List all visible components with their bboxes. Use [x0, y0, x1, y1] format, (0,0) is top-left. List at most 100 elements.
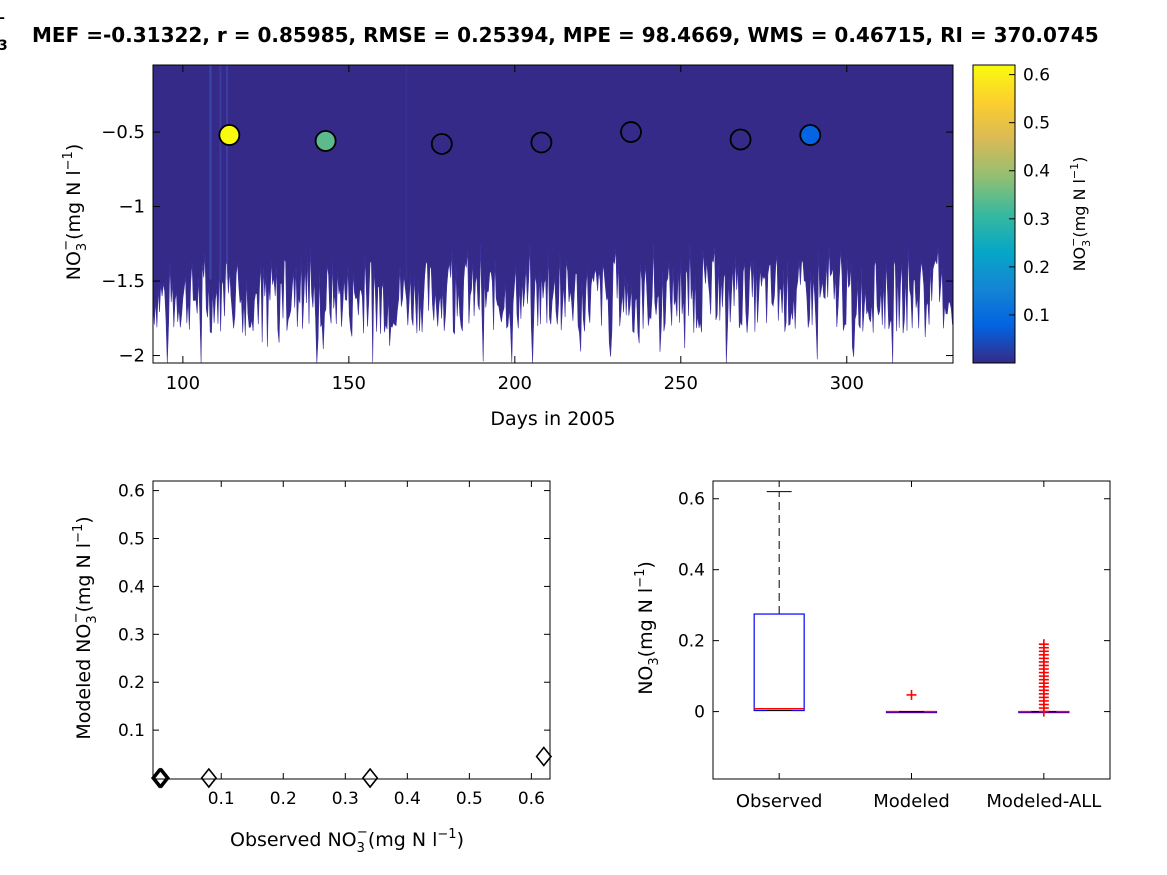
boxplot-frame [712, 480, 1111, 780]
observation-marker [314, 130, 337, 152]
svg-text:NO3(mg N l−1): NO3(mg N l−1) [633, 561, 662, 695]
cb-label-unit: (mg N l [1070, 179, 1089, 238]
x-tick-label: 100 [166, 373, 200, 394]
observation-marker [218, 124, 241, 146]
bx-ylabel-close: ) [635, 561, 657, 568]
scatter-ylabel: Modeled NO3−(mg N l−1) [69, 516, 100, 739]
title-prefix-sup: – [0, 10, 5, 26]
colorbar-tick-label: 0.1 [1023, 306, 1050, 326]
sc-xlabel-sub: 3 [357, 841, 365, 856]
svg-text:Modeled NO3−(mg N l−1): Modeled NO3−(mg N l−1) [69, 516, 100, 739]
colorbar-tick-label: 0.4 [1023, 162, 1050, 182]
timeseries-panel: 100 150 200 250 300 −2 −1.5 −1 −0.5 Days in 2005… [59, 64, 954, 430]
colorbar-tick-label: 0.3 [1023, 210, 1050, 230]
y-tick-label: −2 [118, 346, 145, 367]
scatter-points [150, 746, 553, 789]
x-tick-label: 300 [830, 373, 864, 394]
diamond-marker [361, 767, 379, 789]
sc-xlabel-main: Observed NO [230, 829, 357, 851]
sc-xlabel-unit-sup: −1 [437, 827, 456, 842]
ts-ylabel-unit: (mg N l [63, 170, 85, 240]
scatter-panel: 0.1 0.2 0.3 0.4 0.5 0.6 0.1 0.2 0.3 0.4 0.5 0.6 Obs… [69, 480, 553, 856]
x-tick-label: 0.3 [332, 789, 359, 809]
scatter-frame [152, 480, 551, 780]
cb-label-sub: 3 [1080, 240, 1093, 247]
category-label: Modeled-ALL [986, 791, 1101, 812]
y-tick-label: 0.3 [118, 625, 145, 645]
sc-ylabel-sub: 3 [85, 615, 100, 623]
x-tick-label: 250 [664, 373, 698, 394]
timeseries-streak [405, 65, 408, 280]
timeseries-streak [219, 65, 222, 280]
category-label: Modeled [873, 791, 950, 812]
x-tick-label: 150 [332, 373, 366, 394]
observation-marker [799, 124, 822, 146]
svg-text:NO3−(mg N l−1): NO3−(mg N l−1) [59, 144, 90, 281]
colorbar-gradient [973, 65, 1015, 363]
sc-ylabel-sup: − [69, 612, 84, 623]
bx-ylabel-unit: (mg N l [635, 588, 657, 658]
y-tick-label: 0 [694, 703, 705, 723]
x-tick-label: 0.2 [270, 789, 297, 809]
observation-marker [729, 128, 752, 151]
boxplot-panel: 0 0.2 0.4 0.6 Observed Modeled Modeled-ALL NO3… [633, 480, 1111, 812]
x-tick-label: 0.5 [456, 789, 483, 809]
diamond-marker [150, 767, 168, 789]
timeseries-frame [152, 64, 954, 364]
x-tick-label: 0.1 [208, 789, 235, 809]
figure-title: MEF =-0.31322, r = 0.85985, RMSE = 0.253… [32, 23, 1099, 47]
boxplot-ticks: 0 0.2 0.4 0.6 Observed Modeled Modeled-ALL [678, 481, 1110, 812]
ts-ylabel-sup: − [59, 240, 74, 251]
scatter-ticks: 0.1 0.2 0.3 0.4 0.5 0.6 0.1 0.2 0.3 0.4 0.5 0.6 [118, 481, 550, 809]
y-tick-label: 0.2 [678, 632, 705, 652]
ts-ylabel-unit-sup: −1 [61, 151, 76, 170]
y-tick-label: 0.6 [118, 482, 145, 502]
colorbar-frame [972, 64, 1016, 364]
ts-ylabel-sub: 3 [75, 243, 90, 251]
timeseries-band [152, 64, 954, 364]
diamond-marker [200, 767, 218, 789]
scatter-xlabel: Observed NO3−(mg N l−1) [230, 825, 464, 856]
x-tick-label: 0.6 [518, 789, 545, 809]
colorbar-tick-label: 0.2 [1023, 258, 1050, 278]
cb-label-unit-sup: −1 [1068, 163, 1081, 179]
x-tick-label: 0.4 [394, 789, 421, 809]
y-tick-label: 0.5 [118, 529, 145, 549]
diamond-marker [152, 767, 169, 789]
colorbar-tick-label: 0.5 [1023, 114, 1050, 134]
y-tick-label: 0.4 [678, 561, 705, 581]
observation-marker [530, 131, 553, 154]
timeseries-xlabel: Days in 2005 [490, 408, 615, 430]
category-label: Observed [736, 791, 823, 812]
timeseries-streak [226, 65, 229, 280]
timeseries-observations [218, 121, 822, 155]
y-tick-label: −1 [118, 197, 145, 218]
cb-label-close: ) [1070, 157, 1089, 163]
sc-xlabel-close: ) [457, 829, 464, 851]
y-tick-label: 0.4 [118, 577, 145, 597]
bx-ylabel-sub: 3 [647, 657, 662, 665]
y-tick-label: −1.5 [101, 271, 145, 292]
sc-ylabel-unit-sup: −1 [71, 524, 86, 543]
timeseries-ylabel: NO3−(mg N l−1) [59, 144, 90, 281]
boxplot-ylabel: NO3(mg N l−1) [633, 561, 662, 695]
diamond-marker [535, 746, 553, 767]
y-tick-label: 0.1 [118, 721, 145, 741]
x-tick-label: 200 [498, 373, 532, 394]
y-tick-label: 0.6 [678, 490, 705, 510]
colorbar-label: NO3−(mg N l−1) [1067, 157, 1093, 272]
title-prefix-sub: 3 [0, 38, 8, 54]
svg-text:NO3−(mg N l−1): NO3−(mg N l−1) [1067, 157, 1093, 272]
sc-xlabel-sup: − [357, 825, 368, 840]
observation-marker [620, 121, 642, 143]
y-tick-label: 0.2 [118, 673, 145, 693]
y-tick-label: −0.5 [101, 122, 145, 143]
timeseries-band-area [152, 64, 954, 364]
timeseries-streak [209, 65, 212, 280]
colorbar-ticks: 0.1 0.2 0.3 0.4 0.5 0.6 [1009, 66, 1050, 326]
ts-ylabel-main: NO [63, 251, 85, 280]
colorbar-tick-label: 0.6 [1023, 66, 1050, 86]
observation-marker [430, 133, 453, 155]
cb-label-sup: − [1067, 238, 1080, 247]
